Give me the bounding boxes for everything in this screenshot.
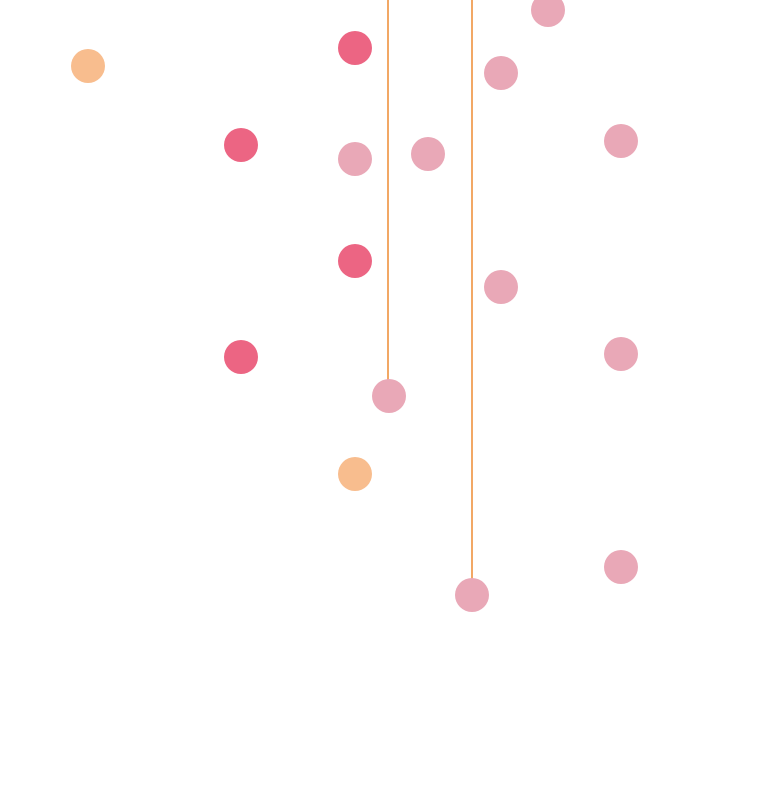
dot: [484, 56, 518, 90]
dot: [455, 578, 489, 612]
dot: [338, 142, 372, 176]
dot: [484, 270, 518, 304]
dot: [604, 337, 638, 371]
dot: [604, 124, 638, 158]
dot: [604, 550, 638, 584]
dot: [338, 31, 372, 65]
dot: [338, 457, 372, 491]
dot: [224, 128, 258, 162]
dot: [71, 49, 105, 83]
dot: [372, 379, 406, 413]
dot: [338, 244, 372, 278]
dot: [531, 0, 565, 27]
dot: [411, 137, 445, 171]
dot: [224, 340, 258, 374]
